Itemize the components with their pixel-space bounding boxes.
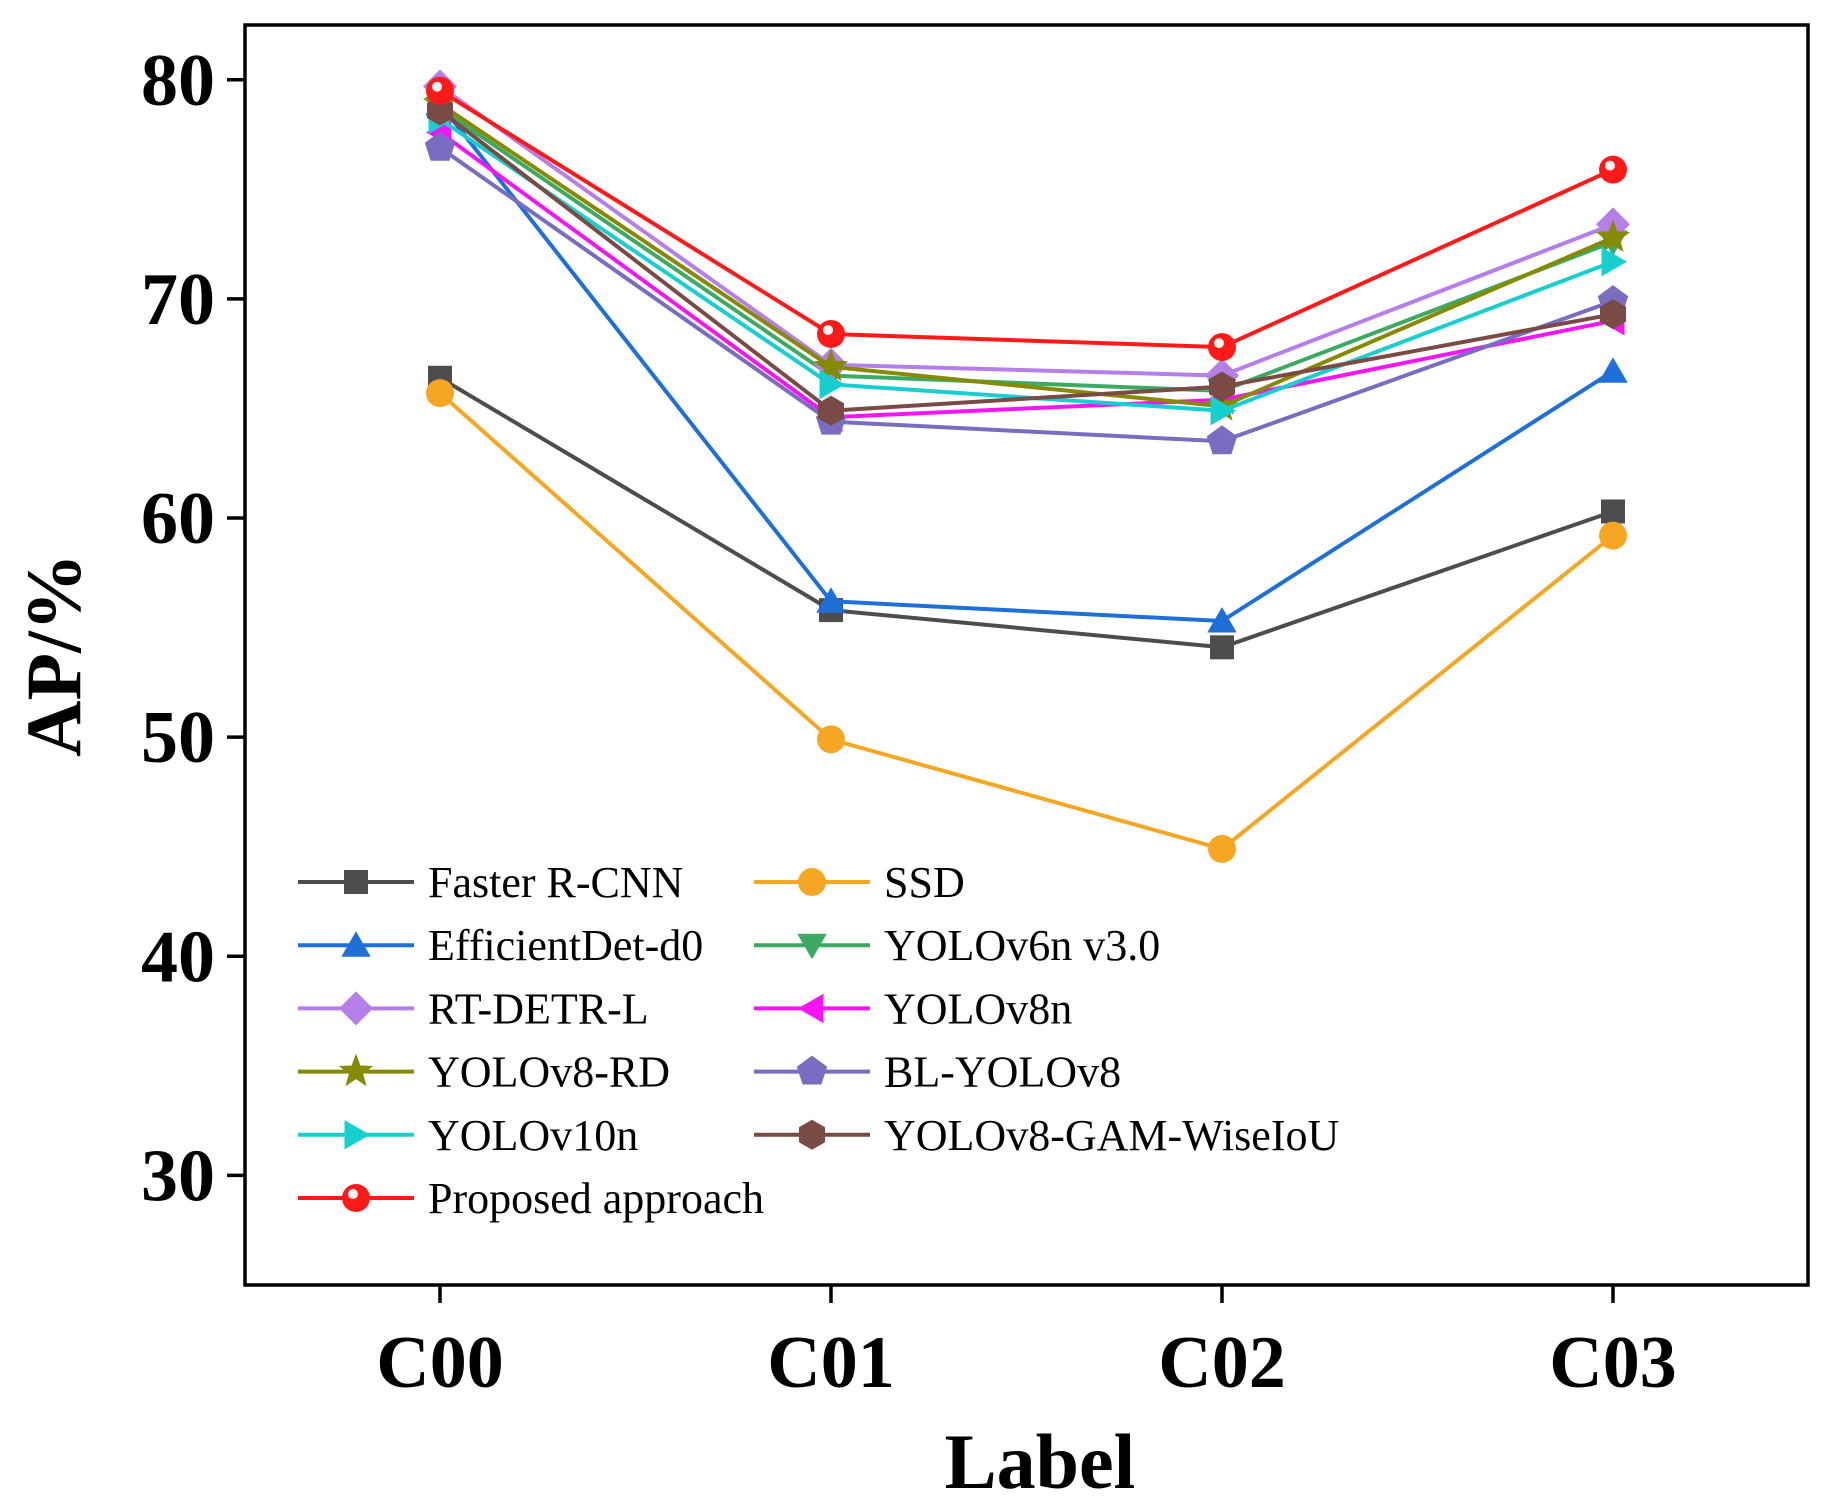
data-point xyxy=(813,348,849,382)
y-axis-title: AP/% xyxy=(10,553,97,757)
marker-highlight xyxy=(348,1189,358,1199)
series-line xyxy=(438,102,1614,409)
marker-highlight xyxy=(823,324,833,335)
legend-item-yolov8-rd: YOLOv8-RD xyxy=(298,1048,670,1097)
axes: 30 40 50 60 70 80 C00 C01 C02 C03 xyxy=(141,23,1810,1404)
legend-marker xyxy=(798,993,824,1024)
data-point xyxy=(1601,499,1625,524)
series-proposed-approach xyxy=(426,76,1627,362)
data-point xyxy=(1600,299,1626,330)
data-point xyxy=(1598,357,1628,383)
legend-label: Faster R-CNN xyxy=(428,858,683,907)
legend-item-yolov6n-v3-0: YOLOv6n v3.0 xyxy=(754,921,1160,970)
y-tick-label: 70 xyxy=(141,259,215,341)
legend-label: YOLOv8-RD xyxy=(428,1048,670,1097)
legend-item-bl-yolov8: BL-YOLOv8 xyxy=(754,1048,1121,1097)
data-point xyxy=(1210,395,1236,426)
data-point xyxy=(1599,521,1627,550)
legend-label: YOLOv10n xyxy=(428,1111,638,1160)
series-line xyxy=(438,146,1614,444)
x-tick-label: C00 xyxy=(376,1322,503,1404)
legend-label: SSD xyxy=(884,858,965,907)
legend-item-efficientdet-d0: EfficientDet-d0 xyxy=(298,921,703,970)
data-point xyxy=(426,379,454,408)
x-tick-label: C01 xyxy=(767,1322,894,1404)
series-line xyxy=(438,117,1614,413)
data-point xyxy=(1601,246,1627,277)
data-point xyxy=(819,369,845,400)
series-line xyxy=(438,89,1614,350)
data-point xyxy=(817,725,845,754)
legend-marker xyxy=(798,868,826,896)
data-point xyxy=(424,131,456,161)
legend-item-faster-r-cnn: Faster R-CNN xyxy=(298,858,683,907)
legend-label: YOLOv8n xyxy=(884,984,1072,1033)
series-yolov8-gam-wiseiou xyxy=(427,95,1626,426)
data-point xyxy=(818,395,844,426)
plot-frame xyxy=(243,23,1810,1287)
legend-marker xyxy=(797,933,827,960)
x-tick-label: C03 xyxy=(1549,1322,1676,1404)
legend-item-yolov10n: YOLOv10n xyxy=(298,1111,638,1160)
legend-marker xyxy=(344,1120,370,1150)
legend-label: YOLOv8-GAM-WiseIoU xyxy=(884,1111,1339,1160)
series-line xyxy=(438,108,1614,413)
legend-item-proposed-approach: Proposed approach xyxy=(298,1174,764,1223)
x-tick-label: C02 xyxy=(1158,1322,1285,1404)
y-tick-label: 50 xyxy=(141,697,215,779)
y-tick-label: 80 xyxy=(141,40,215,122)
data-point xyxy=(816,587,846,613)
data-point xyxy=(1209,371,1235,402)
legend-marker xyxy=(338,1053,374,1087)
data-point xyxy=(1208,834,1236,863)
marker-highlight xyxy=(432,81,442,92)
legend-item-rt-detr-l: RT-DETR-L xyxy=(298,984,649,1033)
data-point xyxy=(1210,635,1234,660)
legend-marker xyxy=(344,870,368,894)
series-bl-yolov8 xyxy=(424,131,1629,455)
legend-marker xyxy=(339,991,373,1026)
series-line xyxy=(438,102,1615,623)
series-line xyxy=(438,84,1614,378)
series-line xyxy=(438,130,1614,420)
series-line xyxy=(438,376,1614,650)
legend-label: RT-DETR-L xyxy=(428,984,649,1033)
legend-marker xyxy=(796,1055,828,1085)
legend-marker xyxy=(799,1119,825,1150)
legend: Faster R-CNN SSD EfficientDet-d0 YOLOv6n v3… xyxy=(298,858,1339,1223)
legend-label: Proposed approach xyxy=(428,1174,764,1223)
data-point xyxy=(1595,219,1631,253)
data-point xyxy=(1206,425,1238,455)
legend-item-yolov8-gam-wiseiou: YOLOv8-GAM-WiseIoU xyxy=(754,1111,1339,1160)
legend-label: YOLOv6n v3.0 xyxy=(884,921,1160,970)
marker-highlight xyxy=(1605,160,1615,171)
series-lines xyxy=(422,69,1631,863)
legend-item-ssd: SSD xyxy=(754,858,965,907)
axis-text: Label AP/% xyxy=(10,553,1135,1505)
series-ssd xyxy=(426,379,1627,863)
y-tick-label: 40 xyxy=(141,916,215,998)
x-axis-title: Label xyxy=(945,1418,1136,1505)
legend-label: BL-YOLOv8 xyxy=(884,1048,1121,1097)
data-point xyxy=(1207,607,1237,633)
legend-marker xyxy=(341,931,371,957)
y-tick-label: 60 xyxy=(141,478,215,560)
marker-highlight xyxy=(1214,338,1224,349)
legend-item-yolov8n: YOLOv8n xyxy=(754,984,1072,1033)
series-line xyxy=(438,391,1615,851)
series-line xyxy=(438,106,1614,393)
legend-label: EfficientDet-d0 xyxy=(428,921,703,970)
y-tick-label: 30 xyxy=(141,1135,215,1217)
